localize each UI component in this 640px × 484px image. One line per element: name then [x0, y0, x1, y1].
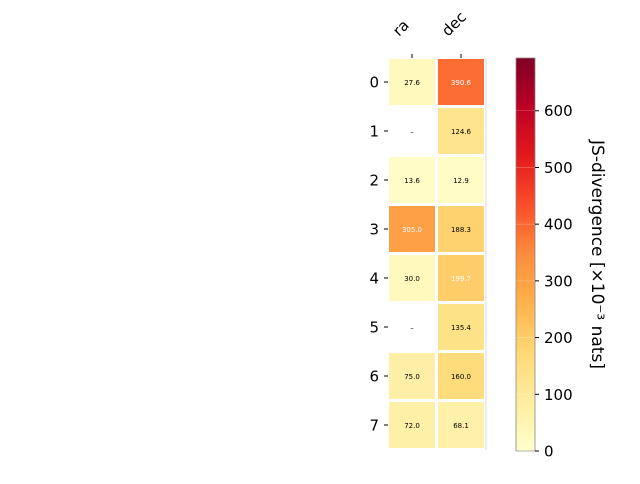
- heatmap-cell: [438, 402, 484, 448]
- colorbar-tick-label: 300: [544, 272, 573, 290]
- colorbar-tick-label: 0: [544, 443, 554, 461]
- row-label: 0: [369, 74, 379, 92]
- colorbar-tick-label: 200: [544, 329, 573, 347]
- heatmap-cell: [438, 59, 484, 105]
- colorbar-tick-label: 600: [544, 102, 573, 120]
- heatmap-cell: [389, 255, 435, 301]
- colorbar-tick-label: 500: [544, 159, 573, 177]
- colorbar-tick-label: 100: [544, 386, 573, 404]
- heatmap-cell: [389, 206, 435, 252]
- heatmap-cell: [438, 157, 484, 203]
- cell-value-label: 390.6: [451, 79, 472, 87]
- cell-value-label: 305.0: [402, 226, 422, 234]
- colorbar-label: JS-divergence [×10⁻³ nats]: [587, 139, 607, 369]
- heatmap-cell: [438, 255, 484, 301]
- row-label: 2: [369, 172, 379, 190]
- cell-value-label: 30.0: [404, 275, 420, 283]
- heatmap-cell: [438, 353, 484, 399]
- cell-value-label: 124.6: [451, 128, 472, 136]
- row-label: 1: [369, 123, 379, 141]
- row-label: 3: [369, 221, 379, 239]
- cell-value-label: 13.6: [404, 177, 420, 185]
- heatmap-cell: [389, 59, 435, 105]
- heatmap-cell: [438, 206, 484, 252]
- row-label: 4: [369, 270, 379, 288]
- heatmap-cell: [389, 402, 435, 448]
- cell-value-label: 27.6: [404, 79, 420, 87]
- heatmap-cell: [438, 304, 484, 350]
- cell-value-label: 72.0: [404, 422, 420, 430]
- row-label: 5: [369, 319, 379, 337]
- cell-value-label: 68.1: [453, 422, 469, 430]
- cell-value-label: –: [410, 128, 414, 136]
- colorbar-tick-label: 400: [544, 216, 573, 234]
- row-label: 7: [369, 417, 379, 435]
- column-label: dec: [438, 8, 470, 40]
- cell-value-label: 160.0: [451, 373, 471, 381]
- cell-value-label: 199.7: [451, 275, 471, 283]
- cell-value-label: 188.3: [451, 226, 471, 234]
- heatmap-cell: [389, 157, 435, 203]
- cell-value-label: 75.0: [404, 373, 420, 381]
- heatmap-cell: [389, 353, 435, 399]
- cell-value-label: 135.4: [451, 324, 472, 332]
- cell-value-label: 12.9: [453, 177, 469, 185]
- column-label: ra: [389, 16, 413, 40]
- heatmap-cell: [438, 108, 484, 154]
- row-label: 6: [369, 368, 379, 386]
- cell-value-label: –: [410, 324, 414, 332]
- colorbar: [515, 57, 536, 452]
